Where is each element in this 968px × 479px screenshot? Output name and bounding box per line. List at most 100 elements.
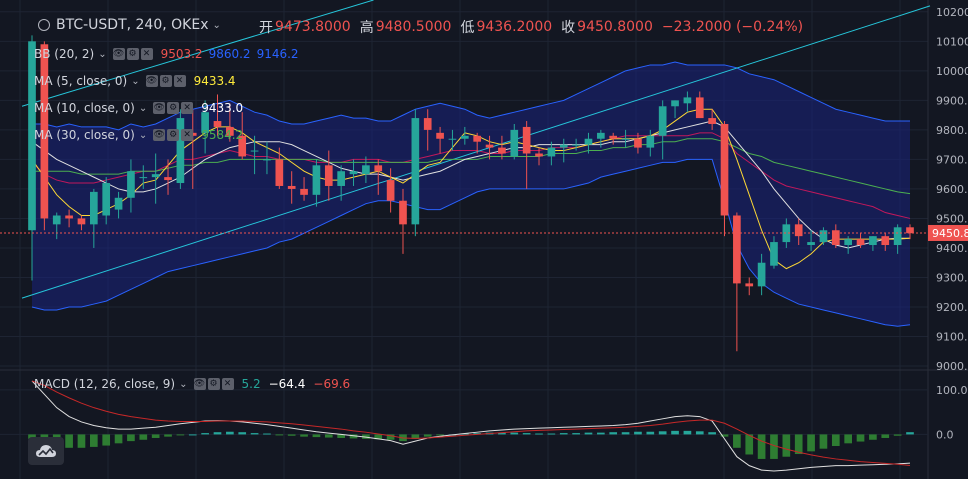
macd-histogram-bar [498, 432, 506, 435]
candle-body [263, 159, 271, 161]
gear-icon[interactable]: ⚙ [159, 75, 172, 87]
indicator-bb[interactable]: BB (20, 2) ⌄ 👁 ⚙ ✕ 9503.2 9860.2 9146.2 [34, 47, 299, 61]
candle-body [695, 97, 704, 119]
eye-icon[interactable]: 👁 [112, 48, 125, 60]
indicator-ma30[interactable]: MA (30, close, 0) ⌄ 👁 ⚙ ✕ 9584.2 [34, 128, 243, 142]
close-icon[interactable]: ✕ [173, 75, 186, 87]
price-tick-label: 9100.0000 [936, 331, 968, 344]
eye-icon[interactable]: 👁 [193, 378, 206, 390]
candle-body [349, 171, 358, 175]
chevron-down-icon[interactable]: ⌄ [131, 75, 140, 87]
gear-icon[interactable]: ⚙ [207, 378, 220, 390]
macd-histogram-bar [844, 434, 853, 444]
indicator-label: MA (10, close, 0) [34, 101, 135, 115]
ohlc-readout: 开 9473.8000 高 9480.5000 低 9436.2000 收 9450.8… [259, 17, 803, 37]
candle-body [386, 180, 395, 201]
candle-body [831, 230, 840, 246]
macd-histogram-bar [250, 433, 259, 435]
candle-body [127, 171, 135, 198]
candle-body [893, 227, 902, 246]
candle-body [89, 191, 98, 225]
gear-icon[interactable]: ⚙ [167, 102, 180, 114]
candle-body [399, 200, 407, 225]
candle-body [844, 239, 853, 246]
candle-body [621, 138, 630, 140]
candle-body [658, 106, 667, 136]
candle-body [65, 215, 73, 219]
candle-body [337, 171, 345, 186]
candle-body [572, 144, 580, 146]
macd-histogram-bar [708, 432, 716, 435]
macd-histogram-bar [782, 434, 791, 457]
candle-body [201, 112, 209, 133]
macd-tick-label: 0.0 [936, 428, 954, 441]
macd-histogram-bar [263, 433, 271, 435]
macd-histogram-bar [770, 434, 778, 459]
macd-histogram-bar [819, 434, 828, 449]
candle-body [906, 227, 914, 234]
macd-histogram-bar [77, 434, 86, 448]
price-axis: 9000.0000 9100.0000 9200.0000 9300.0000 9400… [936, 6, 968, 442]
close-value: 9450.8000 [577, 19, 653, 35]
candle-body [164, 177, 172, 181]
bb-basis-value: 9503.2 [160, 47, 203, 61]
macd-histogram-bar [300, 434, 308, 437]
macd-histogram-bar [522, 433, 531, 435]
eye-icon[interactable]: 👁 [145, 75, 158, 87]
candles [28, 35, 914, 352]
close-icon[interactable]: ✕ [221, 378, 234, 390]
candle-body [671, 100, 679, 107]
price-tick-label: 9700.0000 [936, 153, 968, 166]
macd-histogram-bar [473, 433, 482, 435]
last-price-label: 9450.8 [932, 227, 968, 240]
last-price-line: 9450.8 [0, 224, 968, 241]
candle-body [708, 118, 716, 124]
macd-histogram-bar [634, 431, 642, 435]
indicator-macd[interactable]: MACD (12, 26, close, 9) ⌄ 👁 ⚙ ✕ 5.2 −64.4 −… [34, 377, 350, 391]
candle-body [473, 135, 482, 142]
candle-body [498, 147, 506, 154]
close-icon[interactable]: ✕ [181, 102, 194, 114]
chevron-down-icon[interactable]: ⌄ [138, 102, 148, 114]
close-icon[interactable]: ✕ [181, 129, 194, 141]
symbol-title[interactable]: BTC-USDT, 240, OKEx ⌄ [38, 17, 227, 33]
price-tick-label: 10100.0000 [936, 35, 968, 48]
macd-histogram-bar [621, 432, 630, 435]
chevron-down-icon[interactable]: ⌄ [138, 129, 148, 141]
indicator-ma5[interactable]: MA (5, close, 0) ⌄ 👁 ⚙ ✕ 9433.4 [34, 74, 236, 88]
macd-histogram-bar [745, 434, 754, 455]
macd-tick-label: 100.0 [936, 384, 968, 397]
chevron-down-icon[interactable]: ⌄ [179, 378, 188, 390]
tradingview-logo-icon[interactable] [28, 437, 64, 465]
candle-body [374, 165, 383, 172]
candle-body [423, 118, 432, 130]
macd-histogram-bar [139, 434, 148, 440]
price-tick-label: 9200.0000 [936, 301, 968, 314]
trend-line [21, 5, 931, 299]
candle-body [226, 126, 234, 136]
chevron-down-icon[interactable]: ⌄ [98, 48, 107, 60]
macd-histogram-bar [127, 434, 135, 442]
low-label: 低 [460, 20, 475, 36]
macd-histogram-bar [337, 434, 345, 438]
macd-histogram-bar [89, 434, 98, 447]
chevron-down-icon[interactable]: ⌄ [212, 19, 221, 31]
candle-body [782, 224, 791, 243]
bb-lower-value: 9146.2 [256, 47, 299, 61]
candle-body [324, 165, 333, 186]
close-icon[interactable]: ✕ [140, 48, 153, 60]
candle-body [287, 185, 296, 189]
macd-histogram-bar [646, 431, 655, 435]
macd-histogram-bar [893, 434, 902, 436]
indicator-ma10[interactable]: MA (10, close, 0) ⌄ 👁 ⚙ ✕ 9433.0 [34, 101, 243, 115]
gear-icon[interactable]: ⚙ [126, 48, 139, 60]
eye-icon[interactable]: 👁 [153, 102, 166, 114]
indicator-label: MA (30, close, 0) [34, 128, 135, 142]
macd-histogram-bar [559, 433, 568, 435]
eye-icon[interactable]: 👁 [153, 129, 166, 141]
macd-histogram-bar [547, 433, 556, 435]
macd-histogram-bar [695, 431, 704, 435]
gear-icon[interactable]: ⚙ [167, 129, 180, 141]
macd-histogram-bar [597, 432, 605, 435]
